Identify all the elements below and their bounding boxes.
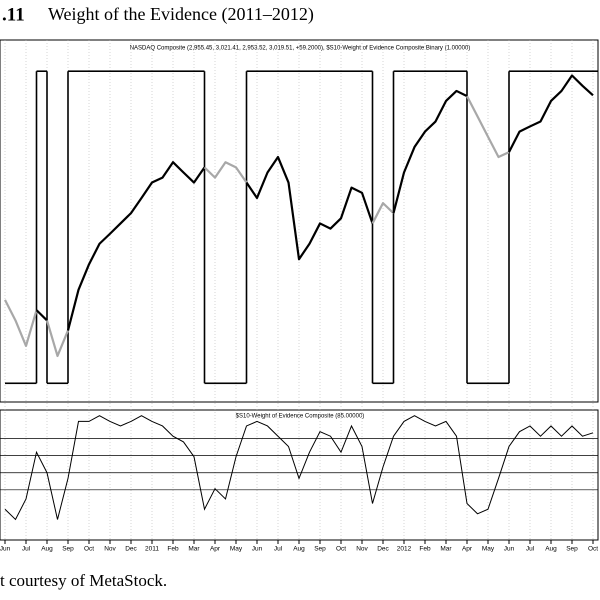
x-tick-label: Apr [210,546,221,553]
price-line [45,320,70,358]
x-tick-label: Dec [377,546,389,553]
price-line [35,309,48,322]
price-line [245,155,374,261]
price-line [66,161,206,331]
x-tick-label: Oct [336,546,346,553]
x-tick-label: Mar [188,546,200,553]
panel-title: $S10-Weight of Evidence Composite (85.00… [236,414,365,420]
x-tick-label: Jul [526,546,535,553]
x-tick-label: Sep [566,546,578,553]
x-tick-label: Aug [41,546,53,553]
x-tick-label: Nov [104,546,116,553]
price-line [508,74,594,153]
x-tick-label: Dec [125,546,137,553]
price-line [392,89,468,214]
x-tick-label: May [482,546,495,553]
x-tick-label: Sep [62,546,74,553]
x-tick-label: Sep [314,546,326,553]
x-tick-label: Apr [462,546,473,553]
x-tick-label: Jun [0,546,11,553]
price-line [4,299,38,348]
x-tick-label: Mar [440,546,452,553]
caption: t courtesy of MetaStock. [0,571,167,590]
x-tick-label: Jul [274,546,283,553]
x-tick-label: Aug [293,546,305,553]
figure-title: Weight of the Evidence (2011–2012) [48,4,314,25]
figure-number: .11 [2,4,25,25]
price-line [466,95,510,159]
x-tick-label: Oct [588,546,598,553]
price-line [203,161,248,184]
x-tick-label: May [230,546,243,553]
x-tick-label: Nov [356,546,368,553]
x-tick-label: Jul [22,546,31,553]
x-tick-label: Feb [419,546,431,553]
x-tick-label: Feb [167,546,179,553]
x-tick-label: 2011 [145,546,159,553]
indicator-line [4,415,594,521]
price-line [371,202,395,224]
x-tick-label: 2012 [397,546,412,553]
x-tick-label: Jun [504,546,515,553]
x-tick-label: Aug [545,546,557,553]
x-tick-label: Oct [84,546,94,553]
x-tick-label: Jun [252,546,263,553]
panel-title: NASDAQ Composite (2,955.45, 3,021.41, 2,… [130,46,471,52]
